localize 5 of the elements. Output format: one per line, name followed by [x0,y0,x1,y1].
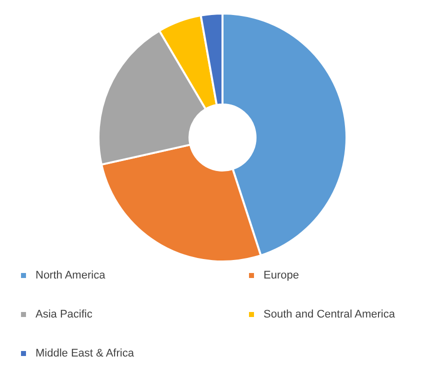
legend-label: South and Central America [264,308,396,320]
legend-label: Asia Pacific [36,308,93,320]
legend-label: Middle East & Africa [36,348,135,360]
legend-label: Europe [264,270,299,282]
legend-label: North America [36,270,106,282]
